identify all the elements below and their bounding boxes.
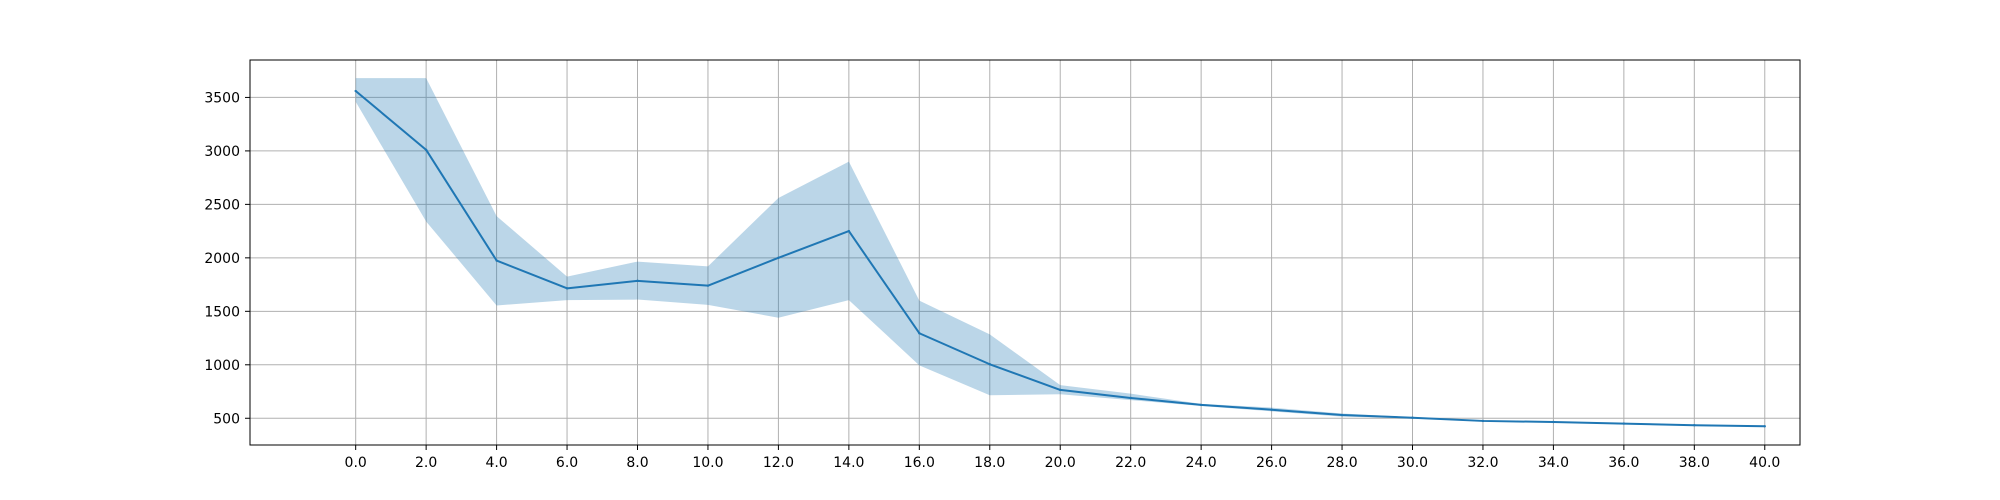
- data-point: [1622, 422, 1626, 425]
- y-tick-label: 1000: [204, 358, 240, 374]
- x-tick-label: 40.0: [1749, 455, 1780, 471]
- y-axis: 500 1000 1500 2000 2500 3000 3500: [204, 90, 250, 427]
- y-tick-label: 2500: [204, 197, 240, 213]
- grid-lines: [250, 60, 1800, 445]
- x-tick-label: 4.0: [485, 455, 507, 471]
- x-tick-label: 22.0: [1115, 455, 1146, 471]
- x-tick-label: 6.0: [556, 455, 578, 471]
- x-tick-label: 8.0: [626, 455, 648, 471]
- data-point: [636, 279, 639, 283]
- data-point: [1411, 416, 1414, 419]
- series-lines: [354, 89, 1766, 428]
- data-point: [565, 287, 569, 290]
- x-tick-label: 16.0: [904, 455, 935, 471]
- x-tick-label: 10.0: [692, 455, 723, 471]
- x-tick-label: 0.0: [345, 455, 367, 471]
- x-tick-label: 14.0: [833, 455, 864, 471]
- data-point: [1763, 425, 1766, 428]
- y-tick-label: 3500: [204, 90, 240, 106]
- data-point: [918, 332, 921, 335]
- x-tick-label: 20.0: [1045, 455, 1076, 471]
- data-point: [988, 363, 991, 366]
- x-axis: 0.0 2.0 4.0 6.0 8.0 10.0 12.0 14.0 16.0 18.0 20.0 2…: [345, 445, 1780, 471]
- data-point: [847, 229, 851, 233]
- data-point: [424, 148, 428, 152]
- data-point: [706, 284, 710, 287]
- plot-frame: [249, 59, 1801, 446]
- x-tick-label: 34.0: [1538, 455, 1569, 471]
- x-tick-label: 26.0: [1256, 455, 1287, 471]
- data-point: [495, 259, 498, 262]
- x-tick-label: 28.0: [1326, 455, 1357, 471]
- data-point: [1481, 419, 1485, 423]
- x-tick-label: 24.0: [1186, 455, 1217, 471]
- data-point: [354, 89, 357, 93]
- data-point: [1552, 420, 1555, 424]
- data-point: [1693, 424, 1696, 427]
- x-tick-label: 30.0: [1397, 455, 1428, 471]
- data-point: [1059, 388, 1062, 392]
- x-tick-label: 38.0: [1679, 455, 1710, 471]
- x-tick-label: 2.0: [415, 455, 437, 471]
- x-tick-label: 32.0: [1467, 455, 1498, 471]
- x-tick-label: 12.0: [763, 455, 794, 471]
- data-point: [1129, 396, 1132, 400]
- x-tick-label: 36.0: [1608, 455, 1639, 471]
- y-tick-label: 3000: [204, 144, 240, 160]
- data-point: [1199, 403, 1203, 407]
- x-tick-label: 18.0: [974, 455, 1005, 471]
- data-point: [1340, 413, 1344, 417]
- y-tick-label: 500: [213, 411, 240, 427]
- y-tick-label: 2000: [204, 251, 240, 267]
- y-tick-label: 1500: [204, 304, 240, 320]
- data-point: [777, 256, 780, 260]
- data-point: [1270, 408, 1273, 411]
